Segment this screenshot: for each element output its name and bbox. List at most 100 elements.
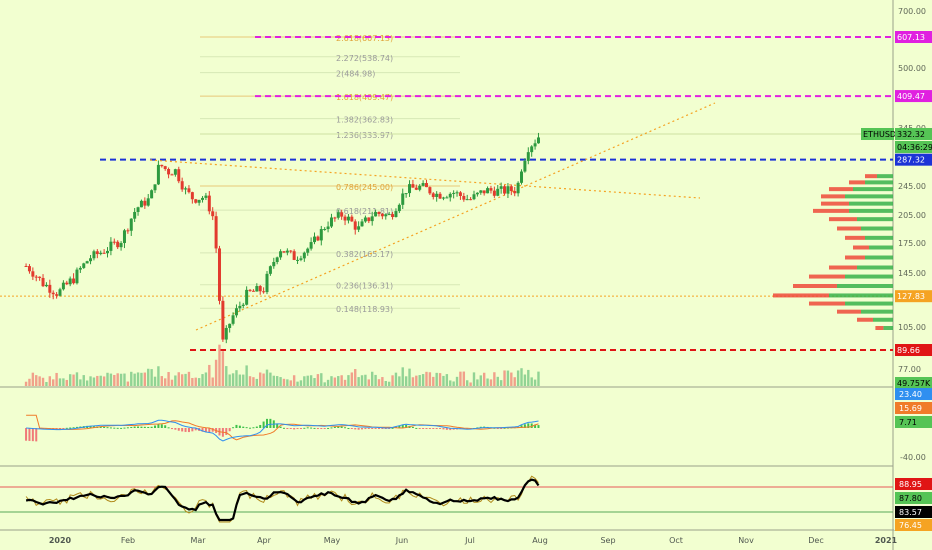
candle-body <box>95 251 99 255</box>
volume-bar <box>499 380 503 386</box>
macd-histogram-bar <box>232 427 235 429</box>
candle-body <box>65 282 69 285</box>
volume-bar <box>303 376 306 386</box>
fib-level-label: 2(484.98) <box>336 70 375 79</box>
candle-body <box>55 294 59 296</box>
volume-bar <box>292 375 296 386</box>
volume-bar <box>52 379 55 386</box>
macd-histogram-bar <box>310 427 313 429</box>
price-tick-label: 145.00 <box>898 269 926 278</box>
macd-histogram-bar <box>293 428 296 430</box>
macd-histogram-bar <box>89 425 92 428</box>
candle-body <box>75 269 79 284</box>
volume-bar <box>489 379 493 386</box>
time-axis[interactable]: 2020 Feb Mar Apr May Jun Jul Aug Sep Oct Nov Dec 202… <box>49 536 898 545</box>
candle-body <box>133 211 137 219</box>
volume-bar <box>163 378 167 386</box>
vp-sell-bar <box>849 180 865 185</box>
vp-sell-bar <box>845 235 865 240</box>
vp-buy-bar <box>865 235 893 240</box>
horizontal-levels[interactable] <box>0 36 893 352</box>
volume-bar <box>150 369 153 386</box>
candle-body <box>150 190 154 199</box>
price-axis[interactable]: 700.00600.00500.00400.00345.00290.00245.… <box>861 0 932 531</box>
volume-bar <box>197 378 201 386</box>
time-tick-label: Jun <box>395 536 409 545</box>
volume-bar <box>455 376 459 386</box>
candle-body <box>408 184 412 194</box>
volume-bar <box>184 373 187 386</box>
candle-body <box>475 192 479 195</box>
macd-histogram-bar <box>340 426 343 428</box>
candle-body <box>85 261 89 264</box>
fib-level-label: 2.272(538.74) <box>336 54 393 63</box>
macd-histogram-bar <box>259 424 262 428</box>
macd-histogram-bar <box>126 427 129 429</box>
candle-body <box>248 289 252 291</box>
macd-histogram-bar <box>479 426 482 428</box>
macd-histogram-bar <box>184 428 187 432</box>
time-tick-label: 2020 <box>49 536 72 545</box>
volume-bar <box>428 372 432 386</box>
candle-body <box>523 160 527 172</box>
candle-body <box>116 241 120 248</box>
candle-body <box>333 217 337 219</box>
candle-body <box>214 216 218 249</box>
candle-body <box>394 211 398 217</box>
symbol-badge-label: ETHUSD <box>863 130 896 139</box>
candle-body <box>421 183 425 186</box>
vp-sell-bar <box>829 217 857 222</box>
candle-body <box>486 188 490 194</box>
volume-bar <box>235 370 238 386</box>
candle-body <box>479 190 483 193</box>
candle-body <box>275 257 279 262</box>
price-badge-label: 127.83 <box>897 292 925 301</box>
vp-sell-bar <box>793 284 837 288</box>
macd-histogram-bar <box>435 428 438 429</box>
volume-bar <box>313 378 316 386</box>
volume-bar <box>106 372 109 386</box>
macd-histogram-bar <box>154 425 157 428</box>
macd-histogram-bar <box>537 425 540 428</box>
candle-body <box>38 276 42 278</box>
volume-bar <box>425 371 428 386</box>
macd-histogram-bar <box>35 428 38 442</box>
volume-bar <box>479 375 482 386</box>
macd-histogram-bar <box>303 427 306 429</box>
volume-bar <box>438 373 442 386</box>
vp-sell-bar <box>813 208 849 213</box>
volume-bar <box>79 379 82 386</box>
volume-bar <box>503 370 506 386</box>
time-tick-label: May <box>324 536 341 545</box>
price-badge <box>895 344 932 357</box>
price-badge-label: 04:36:29 <box>897 143 932 152</box>
macd-histogram-bar <box>72 427 75 429</box>
candle-body <box>82 263 86 268</box>
volume-bar <box>89 376 92 386</box>
time-tick-label: Mar <box>190 536 206 545</box>
macd-badge-label: 23.40 <box>899 390 922 399</box>
candle-body <box>129 218 133 231</box>
macd-histogram-bar <box>164 425 167 428</box>
candle-body <box>160 164 164 167</box>
candle-body <box>262 291 266 293</box>
candle-body <box>180 181 184 190</box>
candle-body <box>370 216 374 222</box>
candle-body <box>106 250 110 254</box>
volume-bar <box>452 381 455 386</box>
rsi-badge-label: 88.95 <box>899 480 922 489</box>
volume-bar <box>238 374 242 386</box>
volume-bar <box>445 374 449 386</box>
candle-body <box>363 217 367 222</box>
candle-body <box>458 192 462 196</box>
macd-histogram-bar <box>75 426 78 428</box>
trend-lines[interactable] <box>149 102 716 331</box>
candle-body <box>112 241 116 243</box>
macd-histogram-bar <box>225 428 228 435</box>
macd-histogram-bar <box>405 424 408 428</box>
price-tick-label: 205.00 <box>898 211 926 220</box>
volume-bar <box>306 375 309 386</box>
volume-bar <box>248 376 252 386</box>
